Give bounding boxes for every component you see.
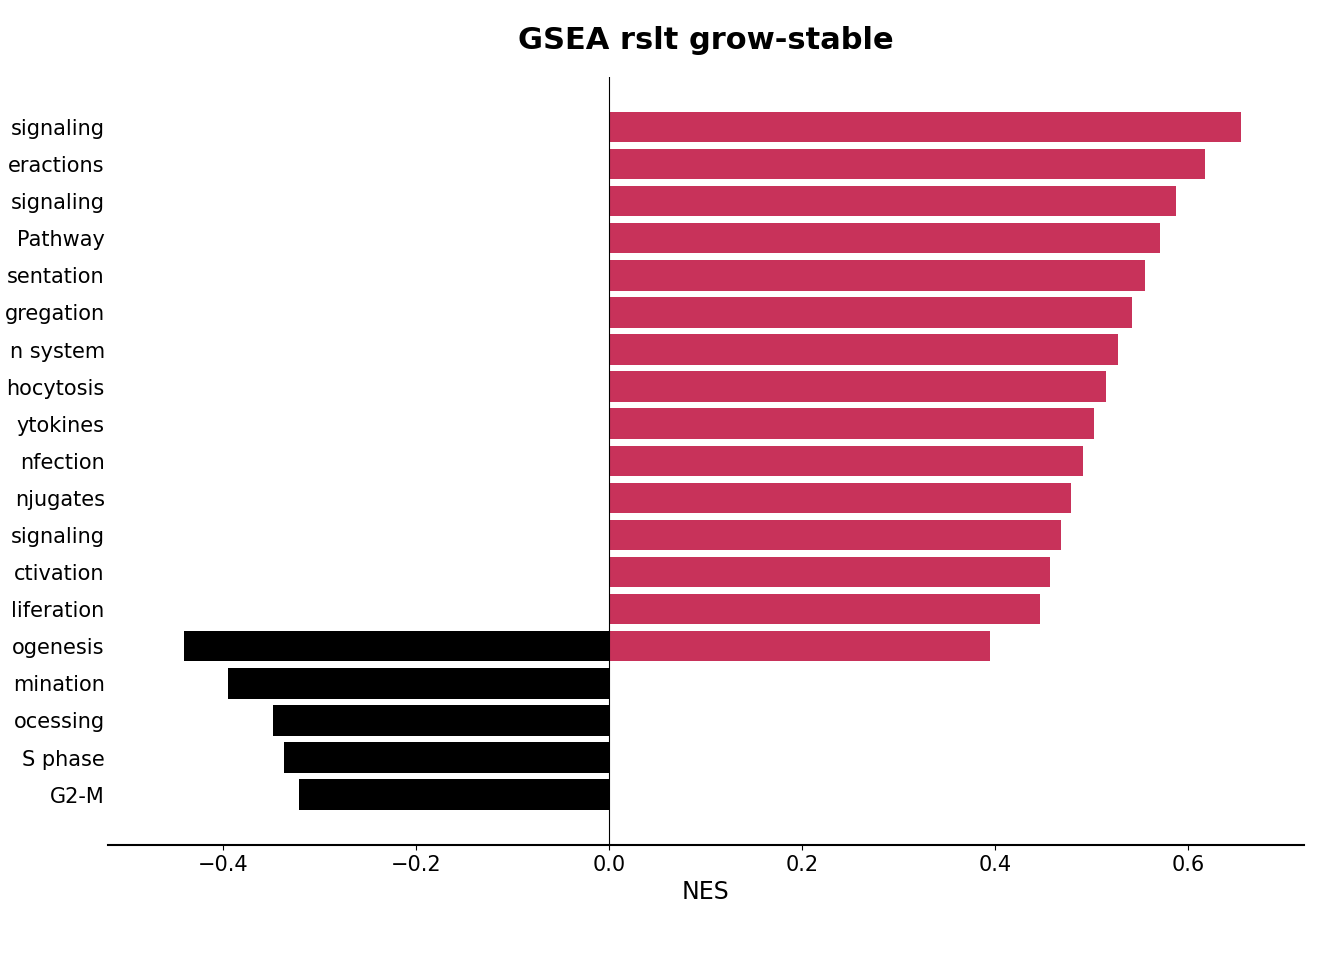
Bar: [609, 223, 1160, 253]
Bar: [609, 483, 1071, 513]
Bar: [609, 557, 1050, 588]
Bar: [273, 706, 609, 735]
Bar: [228, 668, 609, 699]
Bar: [609, 111, 1241, 142]
Bar: [298, 780, 609, 810]
Title: GSEA rslt grow-stable: GSEA rslt grow-stable: [517, 26, 894, 55]
Bar: [609, 372, 1106, 402]
Bar: [184, 631, 609, 661]
Bar: [609, 298, 1132, 327]
Bar: [609, 260, 1145, 291]
X-axis label: NES: NES: [681, 880, 730, 904]
Bar: [609, 409, 1094, 439]
Bar: [609, 631, 991, 661]
Bar: [609, 445, 1083, 476]
Bar: [609, 186, 1176, 216]
Bar: [609, 334, 1118, 365]
Bar: [609, 594, 1040, 624]
Bar: [609, 519, 1060, 550]
Bar: [609, 149, 1206, 180]
Bar: [284, 742, 609, 773]
